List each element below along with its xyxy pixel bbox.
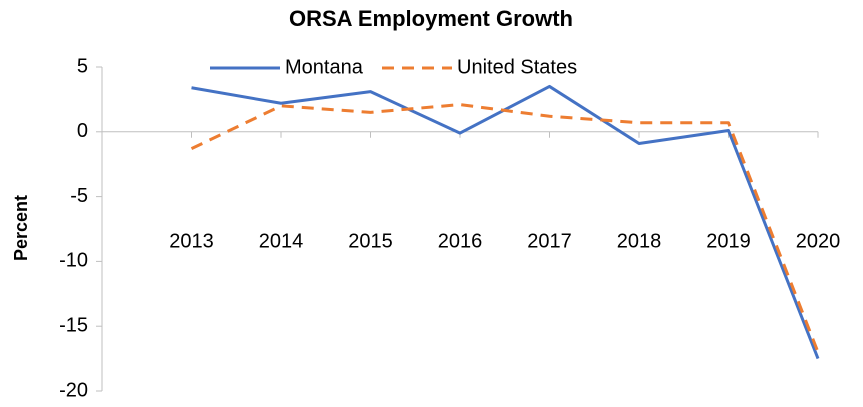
data-line (190, 103, 820, 353)
y-tick-label: 5 (77, 55, 88, 77)
x-tick-label: 2019 (706, 230, 751, 252)
y-tick-label: -10 (59, 250, 88, 272)
y-tick-label: -20 (59, 379, 88, 401)
x-tick-label: 2020 (796, 230, 841, 252)
x-tick-label: 2014 (259, 230, 304, 252)
x-tick-label: 2018 (617, 230, 662, 252)
chart-title: ORSA Employment Growth (289, 6, 573, 31)
legend-label: United States (457, 56, 577, 78)
y-tick-label: -5 (70, 185, 88, 207)
y-tick-label: 0 (77, 120, 88, 142)
x-tick-label: 2017 (527, 230, 572, 252)
y-axis-label: Percent (11, 195, 31, 261)
y-tick-label: -15 (59, 314, 88, 336)
data-line (191, 84, 820, 360)
x-tick-label: 2013 (169, 230, 214, 252)
x-tick-label: 2016 (438, 230, 483, 252)
x-tick-label: 2015 (348, 230, 393, 252)
legend-label: Montana (285, 56, 364, 78)
